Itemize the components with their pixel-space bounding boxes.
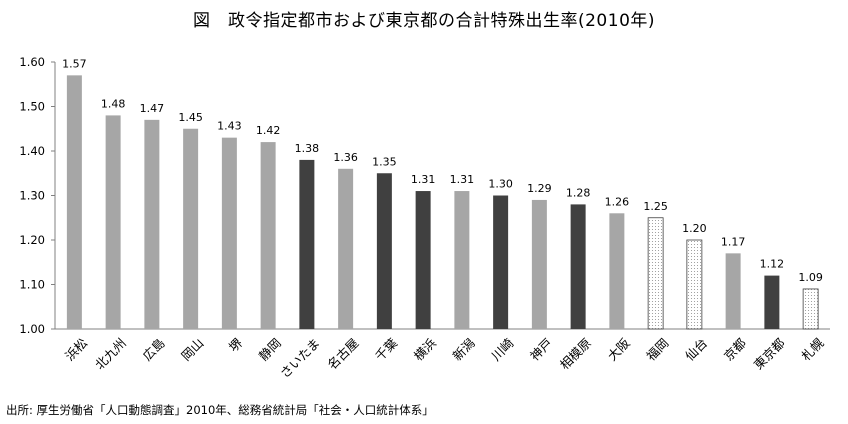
bar-value-label: 1.48	[101, 97, 126, 110]
bar	[376, 173, 392, 329]
x-tick-label: 名古屋	[324, 335, 361, 372]
bar-value-label: 1.12	[760, 258, 785, 271]
bar	[802, 288, 819, 330]
bar-value-label: 1.29	[527, 182, 552, 195]
bar	[260, 142, 276, 329]
bar-value-label: 1.31	[450, 173, 475, 186]
bar	[299, 159, 315, 329]
x-tick-label: さいたま	[277, 335, 323, 381]
bar-value-label: 1.20	[682, 222, 707, 235]
x-tick-label: 神戸	[527, 335, 555, 363]
bar	[493, 195, 509, 329]
x-tick-label: 北九州	[92, 335, 129, 372]
bar-value-label: 1.45	[178, 111, 203, 124]
y-tick-label: 1.60	[19, 55, 45, 69]
bar-value-label: 1.25	[643, 200, 668, 213]
bar-chart: 1.00 1.10 1.20 1.30 1.40 1.50 1.60 1.57 1.48 1.4…	[19, 55, 830, 381]
x-axis-labels: 浜松 北九州 広島 岡山堺静岡さいたま 名古屋 千葉 横浜 新潟 川崎 神戸 相模原 大阪 福岡 仙台 京都…	[62, 335, 827, 381]
bar-value-label: 1.42	[256, 124, 281, 137]
value-labels: 1.57 1.48 1.47 1.45 1.43 1.42 1.38 1.36 1.35 1.31…	[62, 57, 823, 284]
x-tick-label: 川崎	[488, 335, 517, 364]
x-tick-label: 福岡	[643, 335, 671, 363]
bar-value-label: 1.09	[798, 271, 823, 284]
bar	[570, 204, 586, 329]
bar	[105, 115, 121, 330]
x-tick-label: 仙台	[682, 335, 710, 363]
y-tick-label: 1.00	[19, 322, 45, 336]
y-axis: 1.00 1.10 1.20 1.30 1.40 1.50 1.60	[19, 55, 830, 336]
bar	[221, 137, 237, 329]
x-tick-label: 相模原	[557, 335, 594, 372]
bar	[725, 253, 741, 329]
bar	[647, 217, 664, 330]
bar	[686, 239, 703, 330]
bar	[338, 168, 354, 329]
bar-value-label: 1.28	[566, 186, 591, 199]
chart-title: 図 政令指定都市および東京都の合計特殊出生率(2010年)	[192, 11, 656, 31]
x-tick-label: 京都	[721, 335, 750, 364]
bar-value-label: 1.31	[411, 173, 436, 186]
y-tick-label: 1.10	[19, 278, 45, 292]
x-tick-label: 札幌	[798, 335, 827, 364]
y-tick-label: 1.20	[19, 233, 45, 247]
bar	[144, 119, 160, 329]
source-note: 出所: 厚生労働省「人口動態調査」2010年、総務省統計局「社会・人口統計体系」	[6, 403, 434, 417]
x-tick-label: 浜松	[62, 335, 90, 363]
x-tick-label: 広島	[139, 335, 167, 363]
bar-value-label: 1.57	[62, 57, 87, 70]
x-tick-label: 岡山	[178, 335, 206, 363]
bar-value-label: 1.35	[372, 155, 397, 168]
bar	[415, 191, 431, 329]
bar	[764, 275, 780, 329]
bar-value-label: 1.43	[217, 120, 242, 133]
bar-value-label: 1.47	[140, 102, 165, 115]
bar-value-label: 1.36	[333, 151, 358, 164]
bar	[183, 128, 199, 329]
x-tick-label: 横浜	[411, 335, 439, 363]
x-tick-label: 東京都	[751, 335, 788, 372]
x-tick-label: 堺	[226, 335, 246, 355]
bars	[66, 75, 819, 330]
bar	[66, 75, 82, 329]
bar-value-label: 1.38	[295, 142, 320, 155]
y-tick-label: 1.30	[19, 189, 45, 203]
x-tick-label: 大阪	[604, 335, 633, 364]
y-tick-label: 1.40	[19, 144, 45, 158]
bar-value-label: 1.17	[721, 235, 746, 248]
bar	[531, 199, 547, 329]
bar-value-label: 1.26	[605, 195, 630, 208]
x-tick-label: 新潟	[449, 335, 477, 363]
y-tick-label: 1.50	[19, 100, 45, 114]
x-tick-label: 静岡	[256, 335, 284, 363]
bar-value-label: 1.30	[488, 178, 513, 191]
x-tick-label: 千葉	[372, 335, 401, 364]
bar	[454, 191, 470, 329]
bar	[609, 213, 625, 329]
